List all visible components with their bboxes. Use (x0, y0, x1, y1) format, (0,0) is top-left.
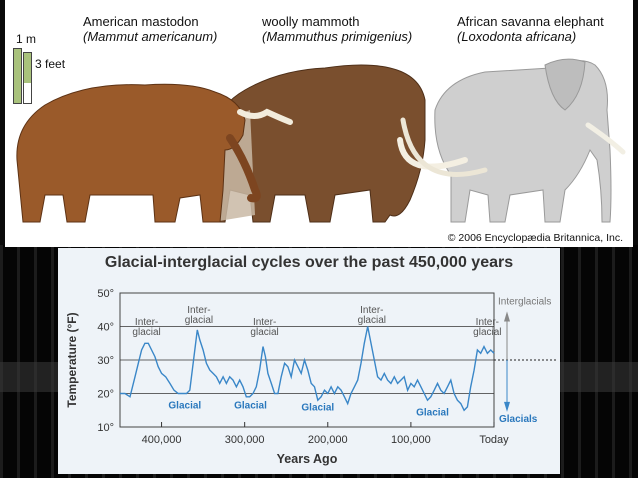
x-tick-label: 200,000 (308, 434, 348, 446)
chart-title: Glacial-interglacial cycles over the pas… (104, 254, 514, 271)
mammoth-caption: woolly mammoth (Mammuthus primigenius) (262, 14, 412, 44)
y-tick-label: 10° (97, 422, 114, 434)
scale-bar-feet (23, 52, 32, 104)
scale-bar-meter (13, 48, 22, 104)
y-tick-label: 50° (97, 288, 114, 300)
interglacial-label: Inter- (253, 317, 276, 328)
glacial-label: Glacial (301, 402, 334, 413)
x-axis-label: Years Ago (277, 452, 338, 466)
glacial-label: Glacial (234, 401, 267, 412)
animals-drawing (16, 58, 626, 223)
mastodon-figure (16, 83, 293, 223)
interglacial-label: glacial (473, 327, 501, 338)
interglacials-arrowhead (504, 311, 510, 322)
scale-feet-label: 3 feet (35, 57, 66, 71)
interglacial-label: Inter- (476, 317, 499, 328)
interglacial-label: glacial (358, 315, 386, 326)
temperature-chart: 50° 40° 30° 20° 10° 400,000 300,000 200,000 100,… (65, 288, 558, 466)
y-axis-label: Temperature (°F) (65, 312, 79, 407)
interglacial-label: glacial (250, 327, 278, 338)
interglacial-label: Inter- (187, 305, 210, 316)
x-tick-label: 300,000 (225, 434, 265, 446)
mammoth-scientific-name: (Mammuthus primigenius) (262, 29, 413, 44)
glacials-arrowhead (504, 401, 510, 412)
mammoth-common-name: woolly mammoth (262, 14, 360, 29)
elephant-caption: African savanna elephant (Loxodonta afri… (457, 14, 604, 44)
temperature-chart-panel: Glacial-interglacial cycles over the pas… (58, 248, 560, 474)
interglacial-label: glacial (132, 327, 160, 338)
x-tick-label: 100,000 (391, 434, 431, 446)
y-tick-label: 40° (97, 322, 114, 334)
interglacials-side-label: Interglacials (498, 297, 551, 308)
elephant-scientific-name: (Loxodonta africana) (457, 29, 577, 44)
y-tick-label: 30° (97, 355, 114, 367)
copyright-notice: © 2006 Encyclopædia Britannica, Inc. (447, 232, 623, 244)
mastodon-scientific-name: (Mammut americanum) (83, 29, 218, 44)
mastodon-common-name: American mastodon (83, 14, 199, 29)
glacial-label: Glacial (416, 407, 449, 418)
interglacial-label: glacial (185, 315, 213, 326)
elephant-figure (434, 58, 626, 223)
scale-meter-label: 1 m (16, 32, 37, 46)
y-tick-label: 20° (97, 389, 114, 401)
interglacial-label: Inter- (135, 317, 158, 328)
x-tick-label: 400,000 (142, 434, 182, 446)
mastodon-caption: American mastodon (Mammut americanum) (83, 14, 217, 44)
temperature-series-line (120, 326, 495, 412)
x-tick-label: Today (479, 434, 509, 446)
elephant-common-name: African savanna elephant (457, 14, 604, 29)
glacials-side-label: Glacials (499, 414, 538, 425)
interglacial-label: Inter- (360, 305, 383, 316)
glacial-label: Glacial (168, 401, 201, 412)
animals-illustration-panel: American mastodon (Mammut americanum) wo… (5, 0, 633, 247)
